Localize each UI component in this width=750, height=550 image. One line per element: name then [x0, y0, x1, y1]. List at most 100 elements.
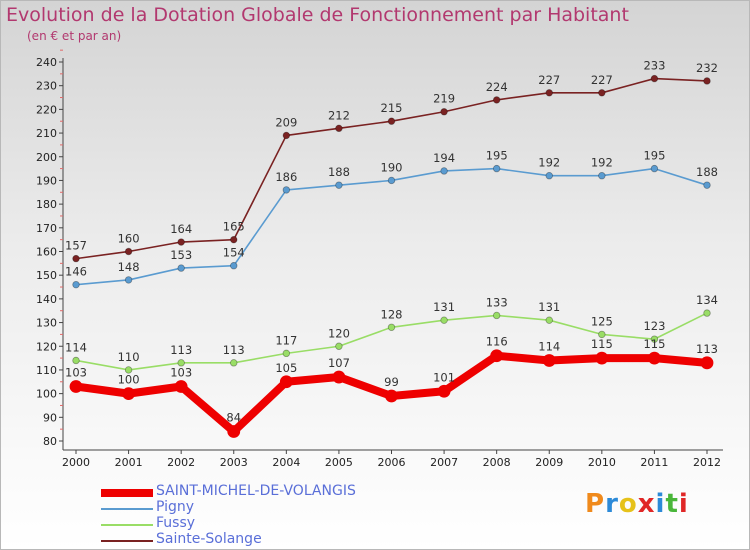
data-label: 186 — [275, 170, 297, 184]
x-tick-label: 2007 — [430, 456, 458, 469]
data-label: 120 — [328, 326, 350, 340]
data-point — [385, 389, 398, 403]
data-point — [230, 262, 238, 270]
data-point — [177, 264, 185, 272]
data-point — [72, 280, 80, 289]
data-label: 232 — [696, 61, 718, 75]
data-label: 188 — [696, 165, 718, 179]
data-point — [440, 316, 448, 324]
data-label: 110 — [118, 350, 140, 364]
data-point — [650, 335, 659, 343]
y-tick-label: 90 — [43, 411, 57, 424]
data-label: 125 — [591, 314, 613, 328]
x-tick-label: 2001 — [115, 456, 143, 469]
data-label: 219 — [433, 92, 455, 106]
data-point — [335, 181, 343, 189]
y-tick-label: 140 — [36, 293, 57, 306]
x-tick-label: 2008 — [483, 456, 511, 469]
data-label: 190 — [381, 160, 403, 174]
data-point — [335, 124, 343, 133]
data-point — [545, 171, 553, 180]
y-tick-label: 130 — [36, 317, 57, 330]
data-label: 160 — [118, 232, 140, 246]
data-point — [282, 349, 291, 358]
data-point — [700, 356, 714, 370]
data-point — [230, 359, 238, 367]
data-label: 188 — [328, 165, 350, 179]
data-label: 103 — [65, 366, 87, 380]
data-label: 192 — [538, 156, 560, 170]
chart-title: Evolution de la Dotation Globale de Fonc… — [6, 4, 629, 26]
chart-subtitle: (en € et par an) — [27, 29, 122, 43]
data-label: 105 — [275, 361, 297, 375]
data-point — [227, 425, 241, 438]
data-label: 103 — [170, 366, 192, 380]
data-point — [282, 186, 291, 194]
data-point — [124, 366, 133, 374]
x-tick-label: 2009 — [535, 456, 563, 469]
data-label: 224 — [486, 80, 508, 94]
data-label: 128 — [381, 307, 403, 321]
y-tick-label: 190 — [36, 174, 57, 187]
data-label: 157 — [65, 239, 87, 253]
data-label: 115 — [591, 337, 613, 351]
data-point — [124, 247, 133, 256]
data-point — [69, 380, 83, 393]
data-point — [703, 181, 711, 189]
x-tick-label: 2002 — [167, 456, 195, 469]
legend-label: Sainte-Solange — [156, 531, 262, 547]
data-point — [72, 356, 80, 365]
data-label: 84 — [226, 411, 241, 425]
logo-letter: t — [665, 489, 679, 519]
data-point — [279, 375, 293, 389]
data-label: 131 — [433, 300, 455, 314]
data-label: 215 — [381, 101, 403, 115]
data-point — [648, 351, 661, 365]
data-point — [124, 276, 133, 284]
y-tick-label: 100 — [36, 388, 57, 401]
data-point — [598, 330, 606, 339]
legend-swatch — [101, 524, 153, 526]
legend-swatch — [101, 540, 153, 542]
x-tick-label: 2004 — [272, 456, 300, 469]
data-point — [387, 323, 396, 331]
y-tick-label: 160 — [36, 246, 57, 259]
x-tick-label: 2006 — [378, 456, 406, 469]
y-tick-label: 200 — [36, 151, 57, 164]
y-tick-label: 120 — [36, 340, 57, 353]
legend-label: Pigny — [156, 499, 195, 515]
data-label: 107 — [328, 356, 350, 370]
y-tick-label: 80 — [43, 435, 57, 448]
data-label: 99 — [384, 375, 399, 389]
data-point — [72, 254, 80, 263]
x-tick-label: 2003 — [220, 456, 248, 469]
data-point — [230, 235, 238, 244]
y-tick-label: 180 — [36, 198, 57, 211]
data-label: 227 — [538, 73, 560, 87]
legend-label: SAINT-MICHEL-DE-VOLANGIS — [156, 483, 356, 499]
data-label: 114 — [538, 339, 560, 353]
data-point — [703, 309, 711, 317]
data-label: 227 — [591, 73, 613, 87]
legend-swatch — [101, 489, 153, 497]
data-label: 134 — [696, 293, 718, 307]
data-point — [598, 171, 606, 180]
logo-letter: P — [585, 489, 606, 519]
logo-letter: r — [605, 489, 619, 519]
logo-letter: x — [637, 489, 656, 519]
y-tick-label: 170 — [36, 222, 57, 235]
data-label: 100 — [118, 373, 140, 387]
data-label: 165 — [223, 220, 245, 234]
data-label: 115 — [643, 337, 665, 351]
y-tick-label: 240 — [36, 56, 57, 69]
y-tick-label: 110 — [36, 364, 57, 377]
data-label: 133 — [486, 295, 508, 309]
data-point — [282, 131, 291, 140]
data-label: 113 — [696, 342, 718, 356]
legend-swatch — [101, 508, 153, 510]
data-point — [122, 387, 135, 401]
x-tick-label: 2005 — [325, 456, 353, 469]
data-point — [332, 370, 346, 384]
